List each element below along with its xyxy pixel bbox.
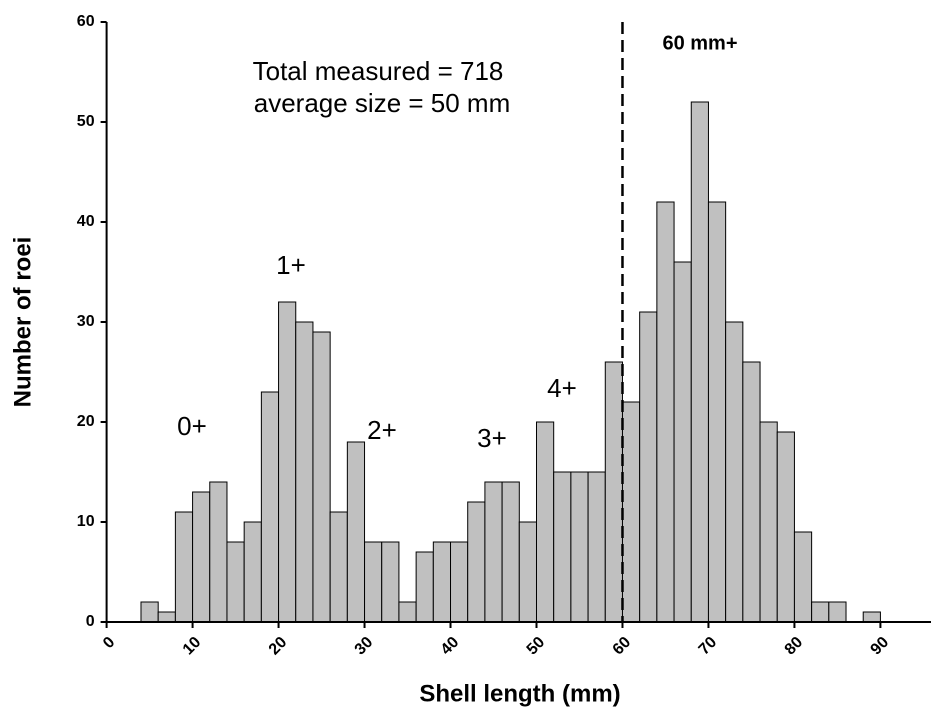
x-tick-label: 70 — [696, 634, 721, 659]
bar — [226, 541, 245, 623]
annotation: 0+ — [177, 411, 207, 441]
bar — [707, 201, 727, 623]
y-tick-label: 30 — [77, 313, 95, 330]
bar — [243, 521, 262, 623]
x-tick-label: 20 — [266, 634, 291, 659]
bar — [174, 511, 194, 623]
x-tick-label: 90 — [868, 634, 893, 659]
x-tick-label: 60 — [610, 634, 635, 659]
bar — [501, 481, 520, 623]
bar — [535, 421, 555, 623]
bar — [742, 361, 761, 623]
x-tick-label: 0 — [100, 634, 118, 652]
bar — [587, 471, 606, 623]
x-axis-title: Shell length (mm) — [419, 680, 620, 707]
bar — [346, 441, 366, 623]
bar — [329, 511, 348, 623]
bar — [450, 541, 469, 623]
bar — [553, 471, 572, 623]
x-tick-label: 40 — [438, 634, 463, 659]
bar — [432, 541, 452, 623]
bar — [260, 391, 280, 623]
annotation: Total measured = 718 — [253, 56, 504, 86]
y-tick-label: 50 — [77, 113, 95, 130]
bar — [811, 601, 830, 623]
bar — [621, 401, 641, 623]
bar — [639, 311, 658, 623]
bar — [192, 491, 211, 623]
bar — [278, 301, 297, 623]
y-tick-label: 0 — [86, 613, 95, 630]
x-tick-label: 50 — [524, 634, 549, 659]
bar — [759, 421, 778, 623]
x-tick-label: 80 — [782, 634, 807, 659]
annotation: 60 mm+ — [662, 32, 737, 54]
bar — [656, 201, 675, 623]
bar — [381, 541, 400, 623]
bar — [398, 601, 417, 623]
bar — [570, 471, 589, 623]
bar — [862, 611, 881, 623]
bar — [140, 601, 159, 623]
bar — [828, 601, 847, 623]
bar — [209, 481, 228, 623]
bar — [157, 611, 176, 623]
bar — [725, 321, 744, 623]
bar — [415, 551, 434, 623]
bar — [364, 541, 383, 623]
bar — [484, 481, 503, 623]
bar — [518, 521, 537, 623]
y-axis-title: Number of roei — [9, 237, 36, 408]
annotation: 1+ — [276, 250, 306, 280]
bar — [673, 261, 692, 623]
bar — [776, 431, 795, 623]
y-tick-label: 10 — [77, 513, 95, 530]
x-tick-label: 10 — [180, 634, 205, 659]
y-tick-label: 40 — [77, 213, 95, 230]
annotation: 3+ — [477, 423, 507, 453]
y-tick-label: 20 — [77, 413, 95, 430]
bar — [467, 501, 486, 623]
annotation: 4+ — [547, 373, 577, 403]
y-tick-label: 60 — [77, 13, 95, 30]
bar — [312, 331, 331, 623]
bar — [295, 321, 314, 623]
annotation: 2+ — [367, 415, 397, 445]
x-tick-label: 30 — [352, 634, 377, 659]
bar — [690, 101, 709, 623]
annotation: average size = 50 mm — [254, 88, 511, 118]
bar — [604, 361, 623, 623]
bar — [793, 531, 813, 623]
